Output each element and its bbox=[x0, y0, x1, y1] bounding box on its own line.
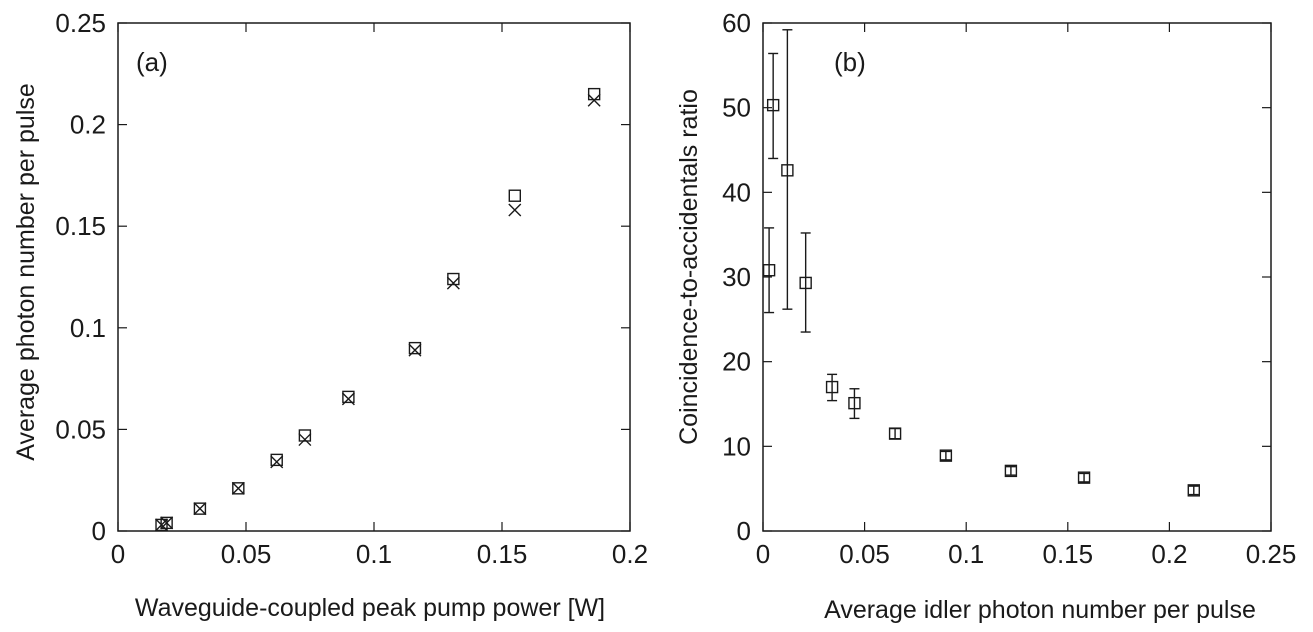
x-point-a bbox=[408, 343, 422, 357]
x-point-a bbox=[160, 516, 174, 530]
panel-label-b: (b) bbox=[834, 47, 866, 77]
panel-b: (b) 0 0.05 0.1 0.15 0.2 0.25 0 10 20 30 40 50 60 Ave… bbox=[675, 8, 1296, 624]
y-axis-title-b: Coincidence-to-accidentals ratio bbox=[675, 89, 703, 445]
square-point-b bbox=[799, 276, 812, 290]
square-point-b bbox=[762, 264, 776, 277]
data-marks-a bbox=[155, 87, 601, 532]
x-point-a bbox=[508, 203, 522, 217]
x-tick-label-b: 0 bbox=[756, 539, 770, 569]
y-tick-label-a: 0.1 bbox=[70, 313, 106, 343]
x-point-a bbox=[446, 276, 460, 290]
square-point-a bbox=[193, 502, 207, 515]
y-tick-label-b: 50 bbox=[722, 93, 751, 123]
x-tick-label-b: 0.05 bbox=[839, 539, 890, 569]
square-point-b bbox=[1187, 484, 1200, 497]
square-point-a bbox=[298, 429, 312, 442]
y-tick-label-a: 0.25 bbox=[55, 8, 106, 38]
x-point-a bbox=[587, 93, 601, 107]
square-point-b bbox=[825, 380, 839, 394]
x-tick-label-a: 0.05 bbox=[221, 539, 272, 569]
x-point-a bbox=[231, 481, 245, 495]
square-point-a bbox=[160, 516, 173, 530]
square-point-a bbox=[408, 341, 422, 355]
square-point-a bbox=[587, 87, 601, 101]
y-axis-title-a: Average photon number per pulse bbox=[12, 83, 40, 461]
square-point-b bbox=[781, 164, 794, 177]
square-point-b bbox=[1004, 464, 1018, 478]
plot-frame-b bbox=[762, 22, 1272, 532]
x-tick-label-b: 0.15 bbox=[1042, 539, 1093, 569]
ticks-a bbox=[117, 22, 631, 532]
x-point-a bbox=[270, 455, 284, 469]
y-tick-label-b: 20 bbox=[722, 347, 751, 377]
x-tick-label-b: 0.1 bbox=[948, 539, 984, 569]
y-tick-label-a: 0.15 bbox=[55, 211, 106, 241]
ticks-b bbox=[762, 22, 1272, 532]
y-tick-label-b: 10 bbox=[722, 431, 751, 461]
square-point-a bbox=[447, 272, 460, 286]
x-tick-label-b: 0.25 bbox=[1246, 539, 1297, 569]
square-point-b bbox=[939, 449, 953, 462]
y-tick-label-b: 40 bbox=[722, 177, 751, 207]
x-tick-label-a: 0 bbox=[111, 539, 125, 569]
x-point-a bbox=[341, 392, 355, 406]
y-tick-label-a: 0 bbox=[92, 516, 106, 546]
square-point-b bbox=[848, 396, 861, 410]
square-point-a bbox=[508, 189, 521, 202]
x-tick-label-a: 0.2 bbox=[612, 539, 648, 569]
square-point-a bbox=[232, 482, 245, 495]
square-point-b bbox=[766, 98, 780, 112]
tick-labels-b: 0 0.05 0.1 0.15 0.2 0.25 0 10 20 30 40 50 60 bbox=[722, 8, 1296, 569]
panel-a: (a) 0 0.05 0.1 0.15 0.2 0 0.05 0.1 0.15 0.2 0.25 W… bbox=[12, 8, 648, 622]
y-tick-label-a: 0.05 bbox=[55, 414, 106, 444]
y-tick-label-a: 0.2 bbox=[70, 110, 106, 140]
x-axis-title-b: Average idler photon number per pulse bbox=[824, 596, 1256, 624]
square-point-a bbox=[270, 453, 283, 467]
square-point-b bbox=[888, 427, 902, 440]
tick-labels-a: 0 0.05 0.1 0.15 0.2 0 0.05 0.1 0.15 0.2 0.25 bbox=[55, 8, 648, 569]
x-point-a bbox=[298, 433, 312, 447]
panel-label-a: (a) bbox=[136, 47, 168, 77]
plot-frame-a bbox=[117, 22, 631, 532]
y-tick-label-b: 0 bbox=[737, 516, 751, 546]
square-point-a bbox=[342, 390, 355, 404]
x-axis-title-a: Waveguide-coupled peak pump power [W] bbox=[135, 594, 605, 622]
data-marks-b bbox=[762, 29, 1200, 497]
square-point-b bbox=[1077, 471, 1091, 484]
x-tick-label-b: 0.2 bbox=[1151, 539, 1187, 569]
y-tick-label-b: 30 bbox=[722, 262, 751, 292]
x-tick-label-a: 0.1 bbox=[356, 539, 392, 569]
x-tick-label-a: 0.15 bbox=[477, 539, 528, 569]
x-point-a bbox=[193, 502, 207, 516]
y-tick-label-b: 60 bbox=[722, 8, 751, 38]
